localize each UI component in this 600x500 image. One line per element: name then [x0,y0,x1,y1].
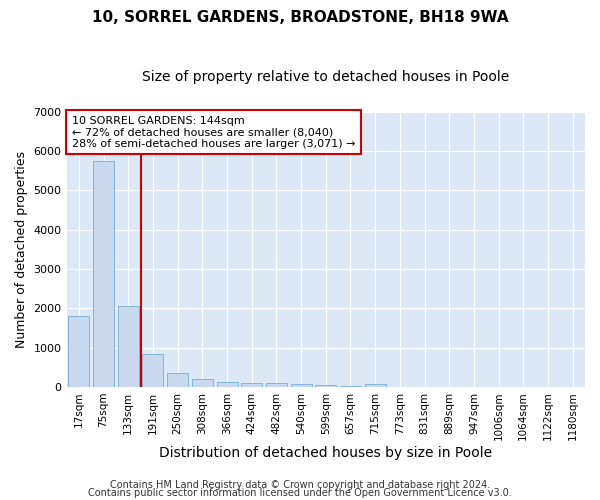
Bar [93,160,114,387]
Bar [315,385,336,387]
X-axis label: Distribution of detached houses by size in Poole: Distribution of detached houses by size … [159,446,493,460]
Bar [266,384,287,387]
Text: Contains HM Land Registry data © Crown copyright and database right 2024.: Contains HM Land Registry data © Crown c… [110,480,490,490]
Bar [118,306,139,387]
Text: Contains public sector information licensed under the Open Government Licence v3: Contains public sector information licen… [88,488,512,498]
Bar [142,354,163,387]
Bar [192,378,213,387]
Bar [217,382,238,387]
Text: 10, SORREL GARDENS, BROADSTONE, BH18 9WA: 10, SORREL GARDENS, BROADSTONE, BH18 9WA [92,10,508,25]
Bar [241,382,262,387]
Title: Size of property relative to detached houses in Poole: Size of property relative to detached ho… [142,70,509,84]
Bar [340,386,361,387]
Bar [68,316,89,387]
Text: 10 SORREL GARDENS: 144sqm
← 72% of detached houses are smaller (8,040)
28% of se: 10 SORREL GARDENS: 144sqm ← 72% of detac… [72,116,355,149]
Y-axis label: Number of detached properties: Number of detached properties [15,150,28,348]
Bar [290,384,311,387]
Bar [365,384,386,387]
Bar [167,372,188,387]
